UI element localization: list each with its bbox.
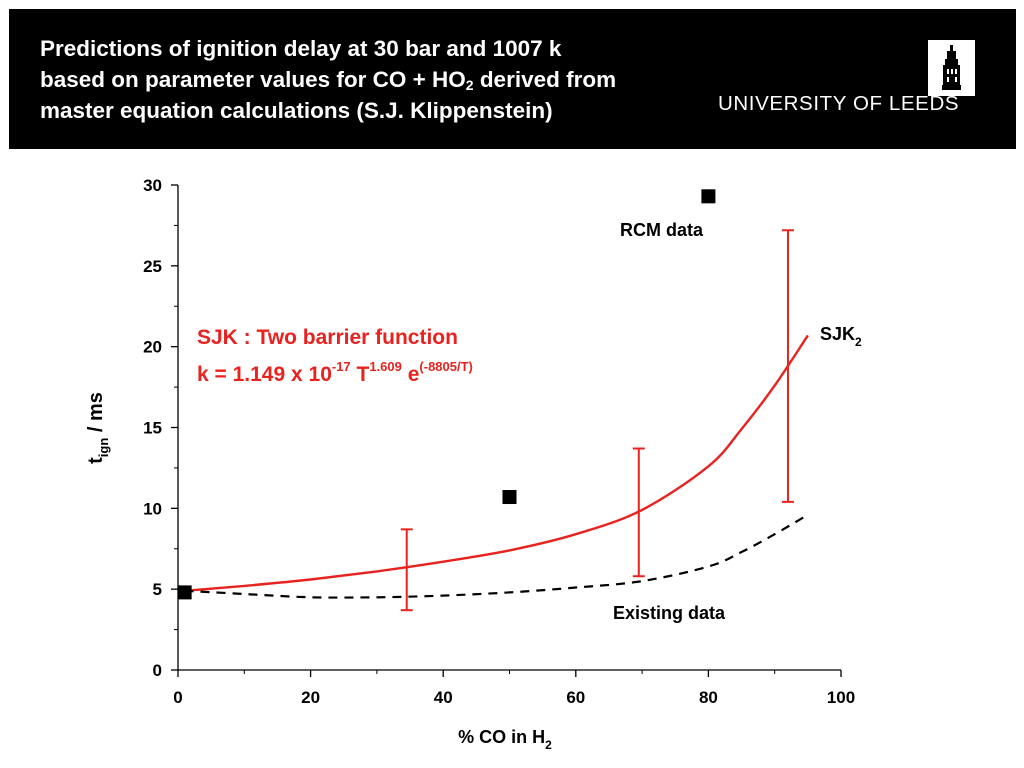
x-axis-label: % CO in H2 — [458, 727, 552, 752]
tower-icon — [928, 40, 975, 96]
chart-curves — [184, 334, 809, 599]
chart-error-bars — [400, 229, 794, 612]
x-tick-label: 40 — [434, 688, 453, 707]
existing-data-curve — [184, 513, 809, 599]
error-bar — [781, 229, 794, 503]
header-banner — [9, 9, 1016, 149]
y-axis-label: tign / ms — [85, 392, 111, 464]
title-line-1: Predictions of ignition delay at 30 bar … — [40, 36, 562, 61]
y-tick-label: 0 — [153, 661, 162, 680]
formula-line-1: SJK : Two barrier function — [197, 326, 458, 349]
slide-title: Predictions of ignition delay at 30 bar … — [40, 33, 616, 126]
y-tick-label: 10 — [143, 499, 162, 518]
error-bar — [632, 447, 645, 578]
rcm-data-point — [177, 585, 192, 600]
formula-exp-3: (-8805/T) — [419, 359, 472, 374]
y-tick-label: 15 — [143, 419, 162, 438]
x-tick-label: 20 — [301, 688, 320, 707]
rcm-data-point — [502, 490, 517, 505]
rcm-data-label: RCM data — [620, 220, 704, 240]
formula-e: e — [402, 363, 420, 386]
x-tick-label: 60 — [566, 688, 585, 707]
x-axis-label-main: % CO in H — [458, 727, 545, 747]
y-tick-label: 5 — [153, 580, 162, 599]
chart-axes: 0 5 10 15 20 25 30 0 20 40 60 80 100 — [143, 176, 855, 707]
rcm-data-point — [701, 189, 716, 204]
title-line-2: based on parameter values for CO + HO2 d… — [40, 64, 616, 95]
title-line-3: master equation calculations (S.J. Klipp… — [40, 98, 553, 123]
x-tick-label: 0 — [173, 688, 182, 707]
x-tick-label: 100 — [827, 688, 855, 707]
title-line-2-pre: based on parameter values for CO + HO — [40, 67, 466, 92]
existing-data-label: Existing data — [613, 603, 726, 623]
formula-exp-1: -17 — [332, 359, 351, 374]
formula-t: T — [351, 363, 370, 386]
y-axis-label-post: / ms — [85, 392, 107, 438]
sjk2-label: SJK2 — [820, 324, 862, 349]
sjk2-curve — [184, 334, 809, 592]
y-axis-label-sub: ign — [96, 438, 111, 458]
title-line-2-post: derived from — [473, 67, 617, 92]
x-axis-label-sub: 2 — [545, 738, 552, 752]
y-tick-label: 20 — [143, 338, 162, 357]
y-tick-label: 30 — [143, 176, 162, 195]
x-tick-label: 80 — [699, 688, 718, 707]
sjk2-label-main: SJK — [820, 324, 855, 344]
formula-exp-2: 1.609 — [369, 359, 402, 374]
chart-points — [177, 189, 716, 600]
university-logo-icon — [928, 40, 975, 96]
y-tick-label: 25 — [143, 257, 162, 276]
formula-line-2: k = 1.149 x 10-17 T1.609 e(-8805/T) — [197, 359, 473, 386]
sjk2-label-sub: 2 — [855, 335, 862, 349]
error-bar — [400, 528, 413, 612]
logo-text: UNIVERSITY OF LEEDS — [718, 92, 960, 115]
formula-k: k = 1.149 x 10 — [197, 363, 332, 386]
title-line-2-sub: 2 — [465, 77, 474, 93]
y-axis-label-main: t — [85, 457, 107, 464]
